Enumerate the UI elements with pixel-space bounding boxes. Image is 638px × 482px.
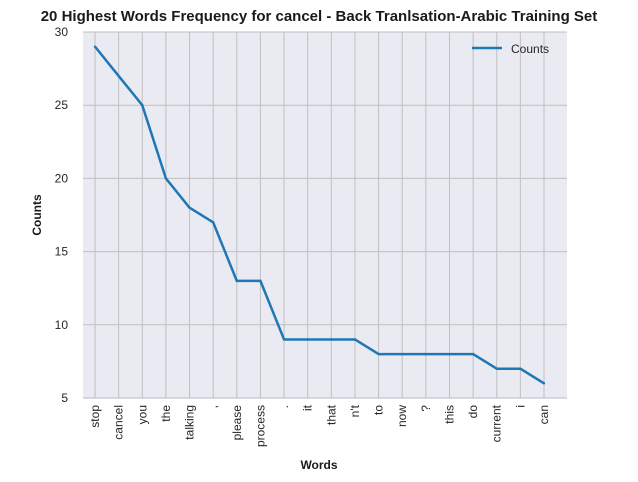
data-point (542, 382, 546, 385)
data-point (259, 279, 262, 283)
x-axis-label: Words (300, 458, 337, 472)
data-point (448, 352, 451, 356)
x-tick-label: it (301, 404, 315, 411)
x-tick-label: n't (348, 404, 362, 417)
legend: Counts (472, 42, 549, 56)
x-tick-label: this (442, 405, 456, 424)
x-axis-ticks: stop cancel you the talking, please process. it… (88, 404, 551, 447)
plot-area (83, 32, 567, 398)
data-point (188, 206, 191, 209)
data-point (495, 367, 498, 370)
x-tick-label: do (466, 405, 480, 419)
x-tick-label: now (395, 405, 409, 427)
data-point (164, 177, 168, 180)
data-point (282, 338, 286, 341)
x-tick-label: can (537, 405, 551, 424)
x-tick-label: ? (419, 405, 433, 412)
x-tick-label: i (513, 405, 527, 408)
y-tick-label: 30 (55, 25, 69, 39)
data-point (424, 352, 428, 356)
y-axis-ticks: 5 10 15 20 25 30 (55, 25, 69, 405)
data-point (471, 352, 475, 356)
legend-label-counts: Counts (511, 42, 549, 56)
data-point (117, 74, 120, 78)
y-tick-label: 20 (55, 171, 69, 185)
y-tick-label: 15 (55, 245, 69, 259)
series-layer (83, 45, 567, 399)
series-line-counts (94, 45, 545, 385)
x-tick-label: stop (88, 405, 102, 428)
y-tick-label: 10 (55, 318, 69, 332)
y-axis-label: Counts (30, 194, 44, 236)
data-point (141, 104, 144, 107)
x-tick-label: talking (183, 405, 197, 440)
x-tick-label: cancel (112, 405, 126, 440)
x-tick-label: current (490, 404, 504, 442)
data-point (519, 367, 522, 370)
x-tick-label: that (324, 404, 338, 425)
data-point (211, 221, 215, 224)
data-point (401, 352, 404, 356)
y-tick-label: 25 (55, 98, 69, 112)
x-tick-label: , (206, 405, 220, 408)
data-point (330, 338, 333, 341)
y-tick-label: 5 (61, 391, 68, 405)
x-tick-label: please (230, 405, 244, 441)
x-tick-label: to (372, 405, 386, 415)
data-point (306, 338, 309, 341)
data-point (93, 45, 97, 48)
x-tick-label: process (253, 405, 267, 447)
x-tick-label: the (159, 405, 173, 422)
data-point (353, 338, 357, 341)
x-tick-label: . (277, 405, 291, 408)
chart-title: 20 Highest Words Frequency for cancel - … (40, 8, 598, 25)
data-point (235, 279, 238, 283)
grid (83, 31, 567, 399)
x-tick-label: you (135, 405, 149, 424)
data-point (377, 352, 380, 356)
